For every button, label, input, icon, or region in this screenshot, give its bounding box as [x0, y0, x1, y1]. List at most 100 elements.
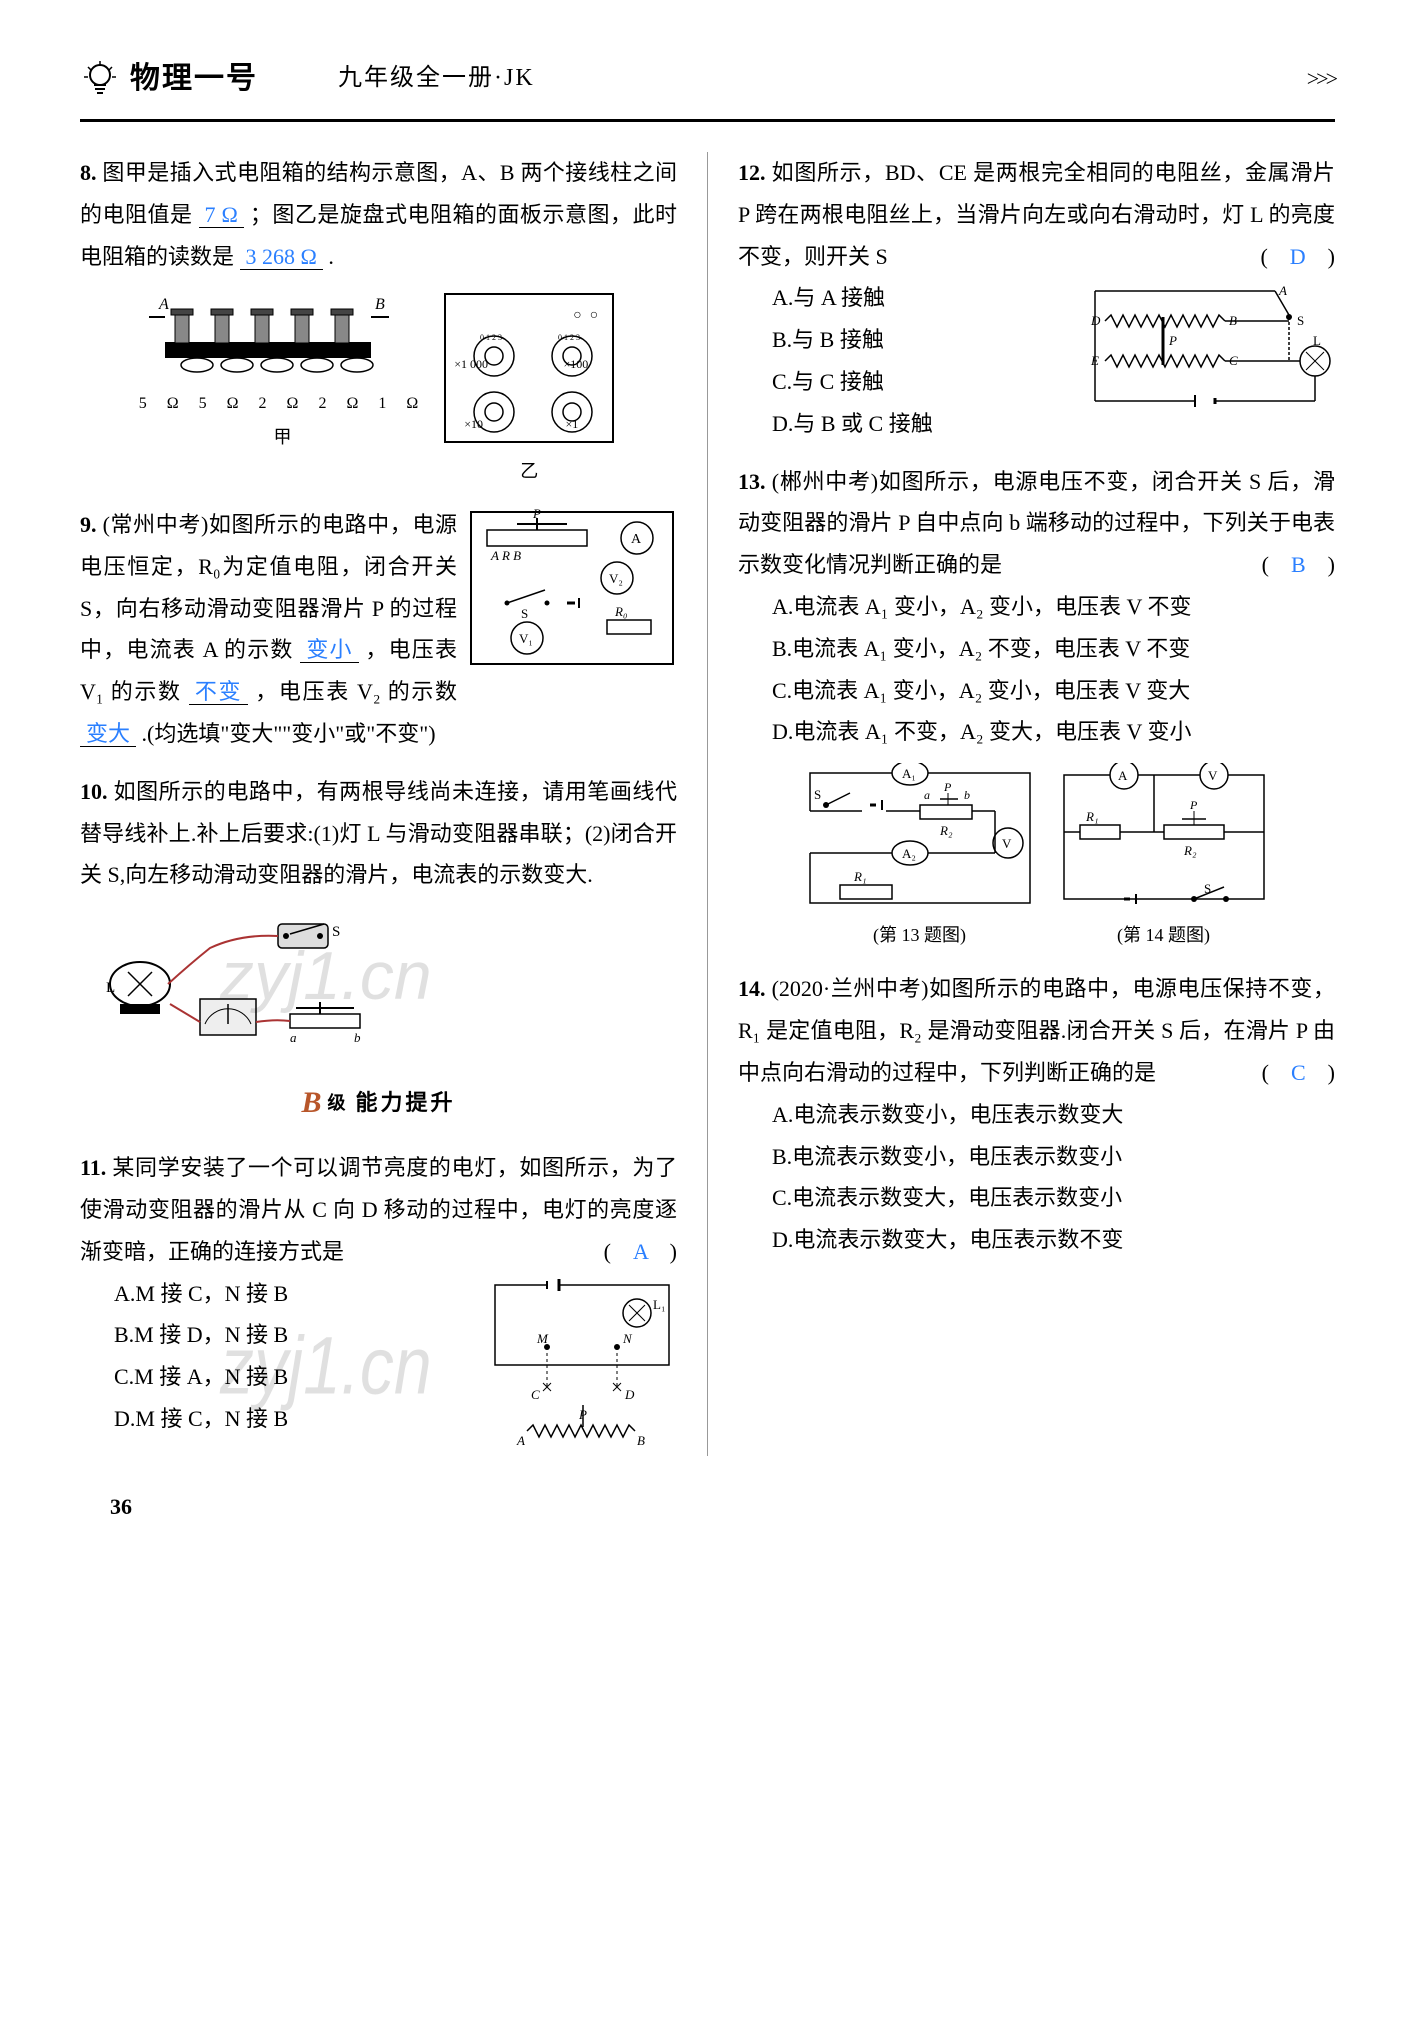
header-subtitle: 九年级全一册·JK — [338, 56, 535, 102]
answer-blank: 3 268 Ω — [240, 244, 323, 270]
problem-number: 14. — [738, 976, 766, 1001]
circuit-diagram: A DB EC P S L — [1075, 281, 1335, 421]
option-a: A.电流表示数变小，电压表示数变大 — [772, 1094, 1335, 1136]
page-number: 36 — [80, 1486, 1335, 1528]
problem-number: 9. — [80, 512, 97, 537]
problem-11: 11. 某同学安装了一个可以调节亮度的电灯，如图所示，为了使滑动变阻器的滑片从 … — [80, 1147, 677, 1440]
svg-text:A: A — [158, 296, 169, 313]
svg-text:A₁: A₁ — [902, 766, 916, 781]
svg-text:V: V — [1002, 836, 1012, 851]
svg-text:P: P — [1168, 333, 1177, 348]
svg-text:0 1 2 3: 0 1 2 3 — [480, 333, 502, 342]
svg-text:S: S — [814, 787, 821, 802]
answer-blank: 不变 — [189, 679, 248, 705]
section-small: 级 — [328, 1086, 346, 1120]
problem-text: (2020·兰州中考)如图所示的电路中，电源电压保持不变，R₁ 是定值电阻，R₂… — [738, 976, 1335, 1085]
problem-8: 8. 图甲是插入式电阻箱的结构示意图，A、B 两个接线柱之间的电阻值是 7 Ω … — [80, 152, 677, 488]
option-a: A.电流表 A₁ 变小，A₂ 变小，电压表 V 不变 — [772, 586, 1335, 628]
option-b: B.电流表示数变小，电压表示数变小 — [772, 1136, 1335, 1178]
section-b-banner: B 级 能力提升 — [80, 1074, 677, 1131]
figure-caption: (第 13 题图) — [800, 918, 1040, 952]
svg-text:a: a — [290, 1030, 297, 1045]
svg-text:b: b — [964, 788, 970, 802]
header-title: 物理一号 — [130, 50, 258, 107]
svg-text:P: P — [943, 780, 952, 794]
figure-q10: L a b S — [80, 904, 677, 1054]
problem-number: 8. — [80, 160, 97, 185]
svg-text:C: C — [531, 1387, 540, 1402]
section-badge: B — [301, 1074, 321, 1131]
svg-text:P: P — [1189, 798, 1198, 812]
option-c: C.电流表示数变大，电压表示数变小 — [772, 1177, 1335, 1219]
answer-blank: 7 Ω — [199, 202, 244, 228]
svg-text:R₂: R₂ — [939, 823, 953, 838]
figure-q8-right: ○○ 0 1 2 30 1 2 3 — [440, 287, 618, 488]
figure-q12: A DB EC P S L — [1075, 281, 1335, 421]
svg-text:R₂: R₂ — [1183, 843, 1197, 858]
page-header: 物理一号 九年级全一册·JK >>> — [80, 50, 1335, 122]
option-list: A.电流表 A₁ 变小，A₂ 变小，电压表 V 不变 B.电流表 A₁ 变小，A… — [738, 586, 1335, 753]
svg-text:V₁: V₁ — [519, 631, 533, 646]
svg-text:V: V — [1208, 768, 1218, 783]
svg-text:A: A — [1278, 283, 1287, 298]
right-column: 12. 如图所示，BD、CE 是两根完全相同的电阻丝，金属滑片 P 跨在两根电阻… — [738, 152, 1335, 1456]
svg-text:B: B — [637, 1433, 645, 1447]
problem-number: 12. — [738, 160, 766, 185]
svg-text:A: A — [516, 1433, 525, 1447]
resistor-values: 5 Ω 5 Ω 2 Ω 2 Ω 1 Ω — [139, 389, 426, 419]
svg-text:D: D — [624, 1387, 635, 1402]
svg-text:P: P — [532, 508, 541, 521]
option-d: D.电流表示数变大，电压表示数不变 — [772, 1219, 1335, 1261]
svg-text:L₁: L₁ — [653, 1297, 665, 1312]
answer-paren: ( B ) — [1262, 544, 1335, 586]
svg-text:A₂: A₂ — [902, 846, 916, 861]
figure-row-q13-14: A₁ S a b P R₂ A₂ V R₁ — [738, 763, 1335, 952]
problem-text: 如图所示，BD、CE 是两根完全相同的电阻丝，金属滑片 P 跨在两根电阻丝上，当… — [738, 160, 1335, 269]
figure-q14: A V R₁ P R₂ S — [1054, 763, 1274, 952]
circuit-diagram: A V R₁ P R₂ S — [1054, 763, 1274, 918]
figure-caption: 甲 — [139, 420, 426, 454]
svg-text:R₁: R₁ — [853, 869, 866, 884]
circuit-diagram: A₁ S a b P R₂ A₂ V R₁ — [800, 763, 1040, 918]
problem-10: 10. 如图所示的电路中，有两根导线尚未连接，请用笔画线代替导线补上.补上后要求… — [80, 771, 677, 1054]
option-list: A.电流表示数变小，电压表示数变大 B.电流表示数变小，电压表示数变小 C.电流… — [738, 1094, 1335, 1261]
problem-12: 12. 如图所示，BD、CE 是两根完全相同的电阻丝，金属滑片 P 跨在两根电阻… — [738, 152, 1335, 445]
svg-text:B: B — [375, 296, 385, 313]
answer-paren: ( A ) — [604, 1231, 677, 1273]
option-c: C.电流表 A₁ 变小，A₂ 变小，电压表 V 变大 — [772, 670, 1335, 712]
left-column: zyj1.cn zyj1.cn 8. 图甲是插入式电阻箱的结构示意图，A、B 两… — [80, 152, 677, 1456]
svg-text:S: S — [1297, 313, 1304, 328]
circuit-diagram: L₁ M N C D P A B — [487, 1277, 677, 1447]
svg-text:a: a — [924, 788, 930, 802]
problem-number: 10. — [80, 779, 108, 804]
svg-text:0 1 2 3: 0 1 2 3 — [558, 333, 580, 342]
svg-text:R₀: R₀ — [614, 604, 627, 619]
svg-text:S: S — [521, 606, 528, 621]
svg-text:V₂: V₂ — [609, 571, 623, 586]
answer-blank: 变小 — [300, 637, 358, 663]
svg-text:L: L — [106, 980, 115, 996]
problem-14: 14. (2020·兰州中考)如图所示的电路中，电源电压保持不变，R₁ 是定值电… — [738, 968, 1335, 1261]
problem-text: . — [328, 244, 334, 269]
svg-text:M: M — [536, 1331, 549, 1346]
problem-text: ，电压表 V₂ 的示数 — [255, 679, 457, 704]
figure-q13: A₁ S a b P R₂ A₂ V R₁ — [800, 763, 1040, 952]
svg-text:S: S — [332, 924, 340, 940]
svg-text:A: A — [631, 532, 642, 547]
svg-text:S: S — [1204, 881, 1211, 896]
answer-paren: ( C ) — [1262, 1052, 1335, 1094]
answer-blank: 变大 — [80, 721, 136, 747]
figure-caption: 乙 — [440, 454, 618, 488]
svg-text:N: N — [622, 1331, 633, 1346]
option-b: B.电流表 A₁ 变小，A₂ 不变，电压表 V 不变 — [772, 628, 1335, 670]
header-arrows-icon: >>> — [1307, 58, 1335, 100]
answer-paren: ( D ) — [1260, 236, 1335, 278]
svg-text:A: A — [1118, 768, 1128, 783]
column-divider — [707, 152, 708, 1456]
section-title: 能力提升 — [356, 1082, 456, 1124]
option-d: D.电流表 A₁ 不变，A₂ 变大，电压表 V 变小 — [772, 711, 1335, 753]
lightbulb-icon — [80, 59, 120, 99]
figure-q11: L₁ M N C D P A B — [487, 1277, 677, 1447]
svg-text:L: L — [1313, 333, 1321, 348]
problem-text: .(均选填"变大""变小"或"不变") — [142, 721, 436, 746]
